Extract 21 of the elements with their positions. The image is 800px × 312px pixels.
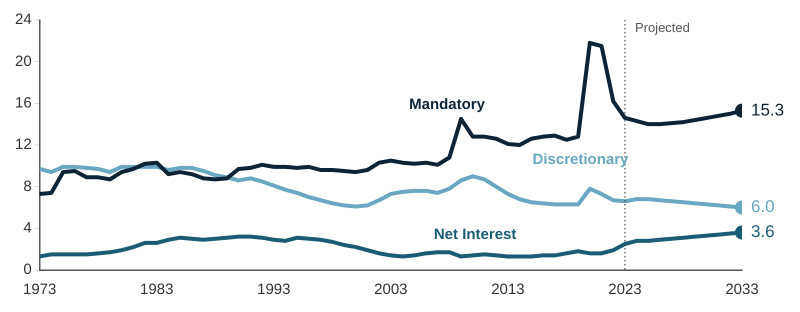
x-tick-label: 2023: [608, 281, 642, 298]
y-tick-label: 12: [14, 136, 32, 154]
series-label: Net Interest: [434, 226, 516, 244]
x-tick-label: 1983: [140, 281, 174, 298]
data-label: 3.6: [751, 222, 775, 242]
y-tick-label: 16: [14, 94, 32, 112]
series-label: Mandatory: [409, 96, 486, 114]
y-tick-label: 0: [23, 261, 32, 278]
text: Discretionary: [532, 151, 630, 168]
x-tick-label: 2033: [725, 281, 759, 298]
y-tick-label: 8: [23, 178, 32, 195]
x-tick-label: 2013: [491, 281, 525, 298]
x-tick-label: 2003: [374, 281, 408, 298]
data-label: 6.0: [751, 197, 775, 216]
x-tick-label: 1993: [257, 281, 290, 298]
y-tick-label: 20: [14, 52, 32, 70]
x-tick-label: 1973: [22, 281, 56, 298]
data-label: 15.3: [751, 100, 784, 120]
ref-line-label: Projected: [634, 20, 690, 36]
y-tick-label: 24: [14, 11, 32, 28]
y-tick-label: 4: [23, 219, 32, 236]
